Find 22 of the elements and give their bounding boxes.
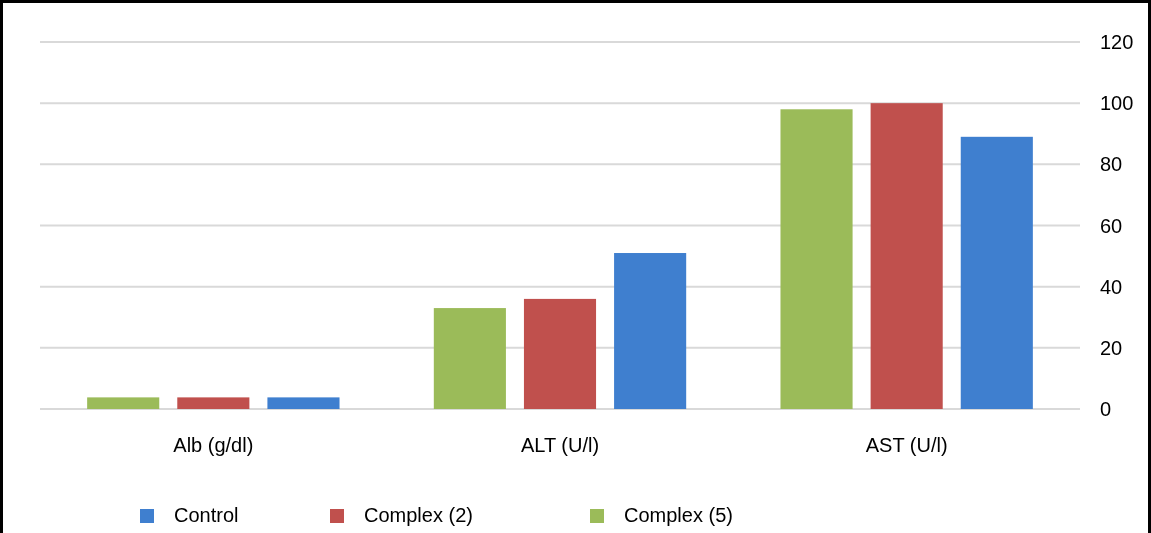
bar	[780, 109, 853, 409]
y-tick-label: 0	[1100, 398, 1112, 420]
x-tick-label: Alb (g/dl)	[173, 434, 254, 456]
y-tick-label: 20	[1100, 336, 1123, 359]
y-tick-label: 100	[1100, 92, 1134, 115]
y-tick-label: 120	[1100, 31, 1134, 53]
y-tick-label: 40	[1100, 275, 1123, 298]
bar	[177, 397, 250, 409]
bar	[614, 253, 687, 409]
bar	[523, 298, 597, 409]
legend-label: Complex (2)	[364, 504, 473, 526]
legend-label: Control	[174, 504, 239, 526]
bar	[960, 136, 1033, 409]
x-tick-label: AST (U/l)	[865, 434, 948, 456]
bar	[433, 308, 506, 409]
bar	[870, 103, 943, 409]
y-tick-label: 80	[1100, 153, 1123, 176]
bar	[267, 397, 340, 409]
y-tick-label: 60	[1100, 214, 1123, 237]
legend-label: Complex (5)	[624, 504, 733, 526]
bar	[87, 397, 160, 409]
x-tick-label: ALT (U/l)	[520, 434, 600, 456]
